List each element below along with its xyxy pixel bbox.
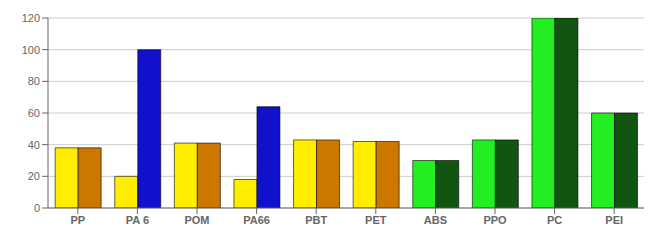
svg-text:100: 100 — [22, 44, 40, 56]
svg-text:0: 0 — [34, 202, 40, 214]
svg-text:60: 60 — [28, 107, 40, 119]
svg-text:PC: PC — [547, 214, 562, 226]
svg-text:PP: PP — [70, 214, 85, 226]
svg-text:POM: POM — [184, 214, 209, 226]
svg-text:PBT: PBT — [305, 214, 327, 226]
svg-text:PA 6: PA 6 — [126, 214, 149, 226]
svg-text:PPO: PPO — [483, 214, 507, 226]
svg-text:120: 120 — [22, 12, 40, 24]
svg-text:PEI: PEI — [605, 214, 623, 226]
svg-text:20: 20 — [28, 170, 40, 182]
svg-text:40: 40 — [28, 139, 40, 151]
svg-text:PET: PET — [365, 214, 387, 226]
svg-text:ABS: ABS — [424, 214, 447, 226]
svg-text:PA66: PA66 — [243, 214, 270, 226]
svg-text:80: 80 — [28, 75, 40, 87]
